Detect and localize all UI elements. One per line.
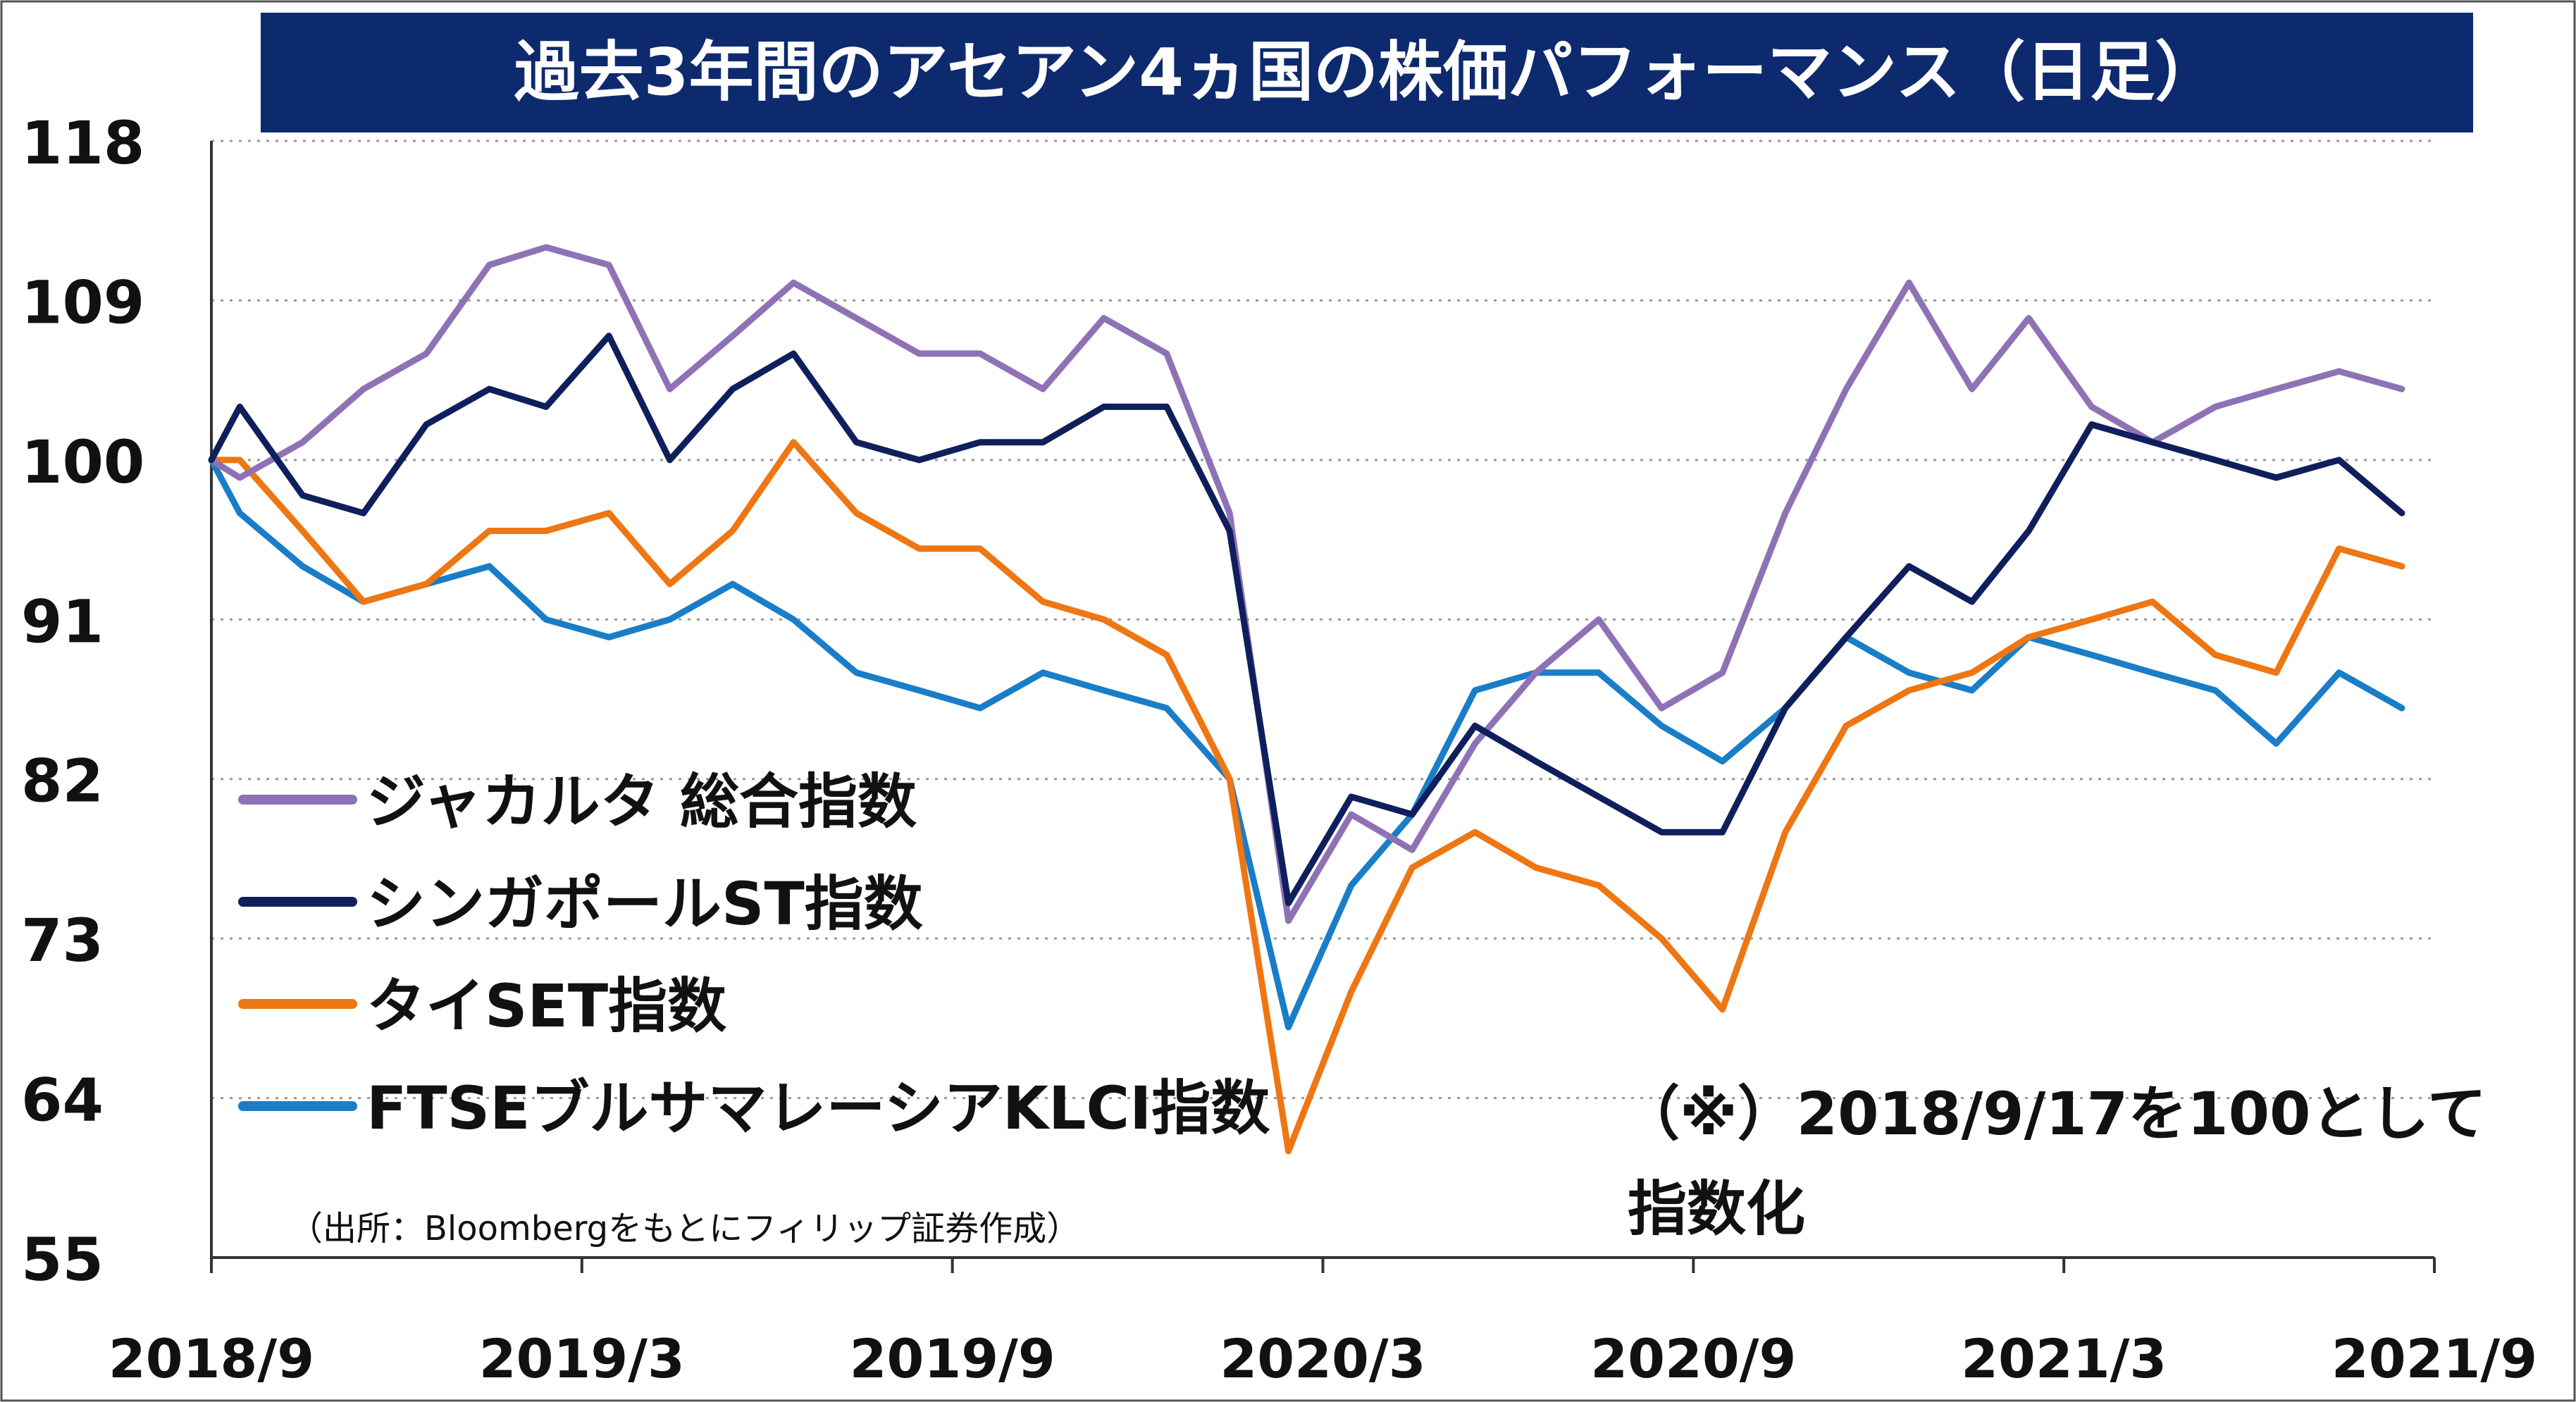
y-tick-label: 100	[21, 428, 144, 497]
y-tick-label: 118	[21, 108, 144, 178]
legend-label: シンガポールST指数	[366, 869, 923, 938]
x-tick-label: 2018/9	[109, 1327, 314, 1390]
title-banner	[261, 13, 2473, 132]
index-note-line1: （※）2018/9/17を100として	[1621, 1079, 2487, 1148]
x-tick-label: 2021/3	[1961, 1327, 2167, 1390]
gridlines	[211, 139, 2434, 1100]
series-lines	[208, 244, 2405, 1155]
source-note: （出所：Bloombergをもとにフィリップ証券作成）	[289, 1209, 1080, 1248]
series-line	[208, 244, 2405, 924]
x-tick-label: 2020/3	[1220, 1327, 1425, 1390]
y-axis-tick-labels: 118 109 100 91 82 73 64 55	[21, 108, 144, 1294]
y-tick-label: 73	[21, 906, 104, 975]
series-line	[208, 439, 2405, 1155]
x-tick-label: 2020/9	[1590, 1327, 1796, 1390]
x-tick-label: 2021/9	[2332, 1327, 2537, 1390]
y-tick-label: 55	[21, 1225, 104, 1294]
chart-title: 過去3年間のアセアン4ヵ国の株価パフォーマンス（日足）	[514, 35, 2220, 110]
y-tick-label: 64	[21, 1066, 104, 1135]
y-tick-label: 82	[21, 747, 104, 816]
axes	[210, 141, 2436, 1273]
legend-label: FTSEブルサマレーシアKLCI指数	[366, 1074, 1270, 1143]
x-axis-tick-labels: 2018/9 2019/3 2019/9 2020/3 2020/9 2021/3 2021…	[109, 1327, 2537, 1390]
x-tick-label: 2019/9	[850, 1327, 1055, 1390]
x-tick-label: 2019/3	[479, 1327, 685, 1390]
legend-label: タイSET指数	[366, 972, 726, 1041]
y-tick-label: 109	[21, 268, 144, 337]
series-line	[208, 333, 2405, 907]
y-tick-label: 91	[21, 587, 104, 656]
index-note-line2: 指数化	[1628, 1174, 1805, 1243]
legend-label: ジャカルタ 総合指数	[366, 767, 917, 836]
